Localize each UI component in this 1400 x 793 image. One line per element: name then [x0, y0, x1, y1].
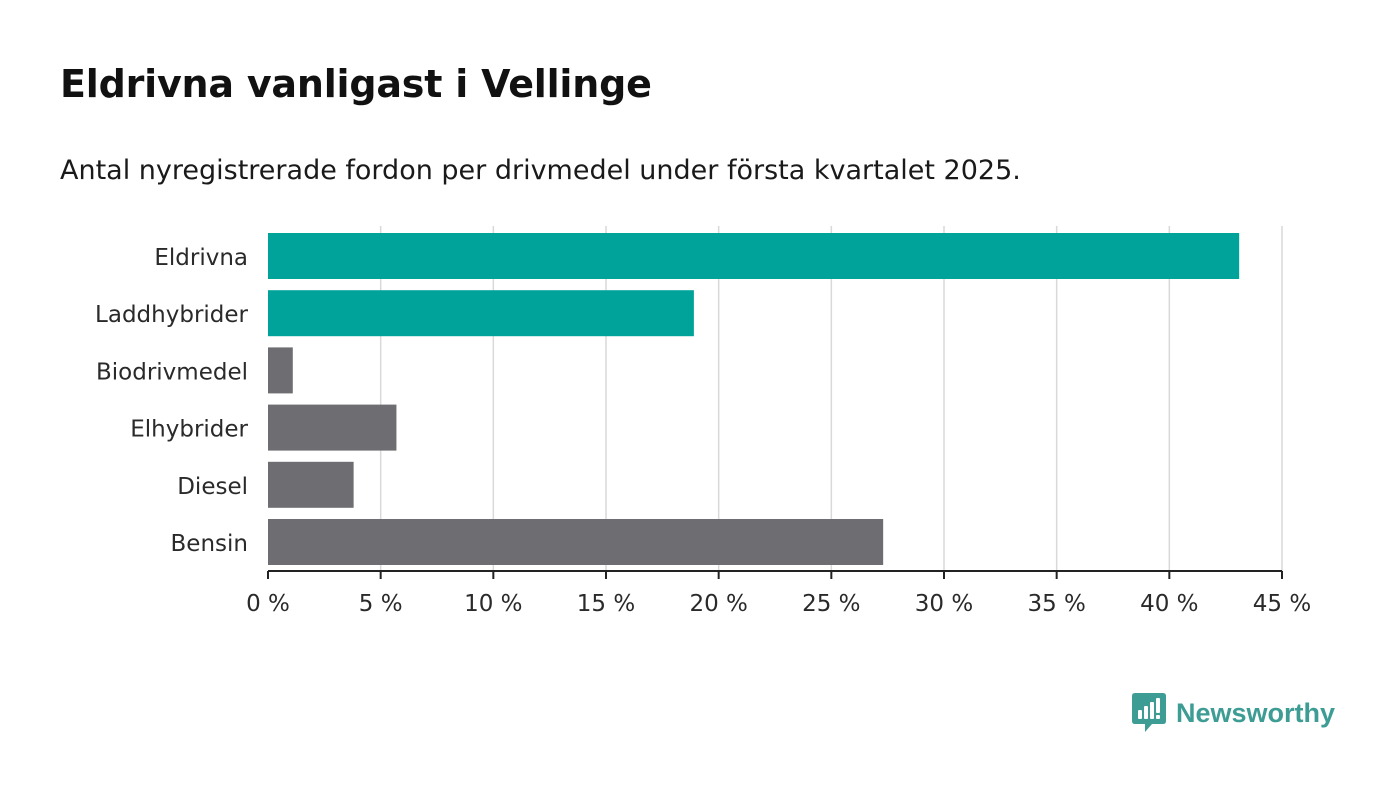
- x-tick-label: 45 %: [1253, 591, 1311, 617]
- bars: [268, 233, 1240, 565]
- category-label: Bensin: [171, 531, 248, 557]
- category-label: Elhybrider: [130, 417, 248, 443]
- x-tick-label: 5 %: [359, 591, 403, 617]
- x-tick-label: 35 %: [1027, 591, 1085, 617]
- category-label: Biodrivmedel: [96, 359, 248, 385]
- newsworthy-logo: Newsworthy: [1132, 693, 1335, 733]
- x-tick-label: 10 %: [464, 591, 522, 617]
- category-labels: Eldrivna Laddhybrider Biodrivmedel Elhybrid…: [95, 245, 248, 557]
- x-tick-label: 0 %: [246, 591, 290, 617]
- bar: [268, 461, 354, 508]
- bar: [268, 347, 293, 394]
- x-axis: 0 % 5 % 10 % 15 % 20 % 25 % 30 % 35 % 40 % 45 %: [246, 570, 1311, 617]
- x-tick-label: 15 %: [577, 591, 635, 617]
- brand-name: Newsworthy: [1176, 697, 1336, 728]
- x-tick-label: 40 %: [1140, 591, 1198, 617]
- bar: [268, 233, 1240, 279]
- grid-lines: [379, 226, 1283, 571]
- bar: [268, 519, 884, 565]
- category-label: Eldrivna: [154, 245, 248, 271]
- x-tick-label: 20 %: [689, 591, 747, 617]
- chart-subtitle: Antal nyregistrerade fordon per drivmede…: [60, 155, 1021, 186]
- x-tick-label: 25 %: [802, 591, 860, 617]
- bar: [268, 290, 694, 337]
- category-label: Diesel: [177, 474, 248, 500]
- chart-title: Eldrivna vanligast i Vellinge: [60, 62, 652, 106]
- bar: [268, 404, 397, 451]
- bar-chart-logo-icon: [1132, 693, 1166, 732]
- category-label: Laddhybrider: [95, 302, 248, 328]
- x-tick-label: 30 %: [915, 591, 973, 617]
